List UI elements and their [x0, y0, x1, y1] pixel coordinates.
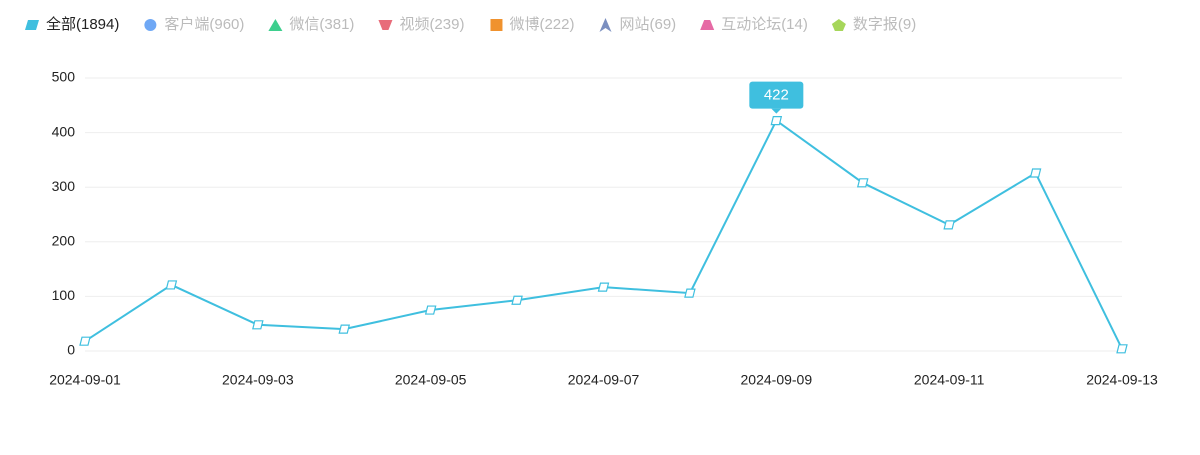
- point[interactable]: [597, 282, 610, 292]
- point[interactable]: [943, 220, 955, 230]
- point[interactable]: [770, 115, 783, 126]
- legend-label[interactable]: 全部(1894): [46, 15, 119, 33]
- point[interactable]: [338, 324, 351, 334]
- point[interactable]: [1116, 344, 1128, 354]
- legend-label[interactable]: 数字报(9): [853, 16, 916, 33]
- point[interactable]: [79, 336, 91, 346]
- legend-marker: [268, 19, 283, 31]
- y-tick-label: 400: [52, 123, 76, 139]
- legend-marker: [490, 19, 503, 31]
- legend-marker: [831, 19, 846, 31]
- x-tick-label: 2024-09-05: [395, 372, 467, 388]
- y-tick-label: 200: [52, 233, 76, 249]
- legend-label[interactable]: 客户端(960): [164, 16, 244, 33]
- line: [84, 119, 1123, 350]
- x-tick-label: 2024-09-03: [222, 372, 294, 388]
- legend-marker: [25, 20, 39, 30]
- point[interactable]: [856, 178, 869, 188]
- point[interactable]: [511, 295, 523, 305]
- legend-marker: [599, 18, 612, 32]
- x-tick-label: 2024-09-01: [49, 372, 121, 388]
- point[interactable]: [165, 280, 178, 290]
- point[interactable]: [684, 288, 696, 298]
- legend-marker: [144, 19, 157, 31]
- x-tick-label: 2024-09-11: [914, 372, 985, 388]
- x-tick-label: 2024-09-07: [568, 372, 640, 388]
- tooltip-box: [749, 81, 804, 109]
- legend-marker: [378, 20, 393, 30]
- legend-label[interactable]: 视频(239): [399, 16, 464, 33]
- y-tick-label: 0: [67, 342, 75, 358]
- point[interactable]: [1029, 168, 1042, 178]
- tooltip-label: 422: [764, 87, 789, 104]
- legend-label[interactable]: 微信(381): [289, 16, 354, 33]
- y-tick-label: 300: [52, 178, 76, 194]
- legend-label[interactable]: 网站(69): [620, 16, 677, 33]
- y-tick-label: 100: [52, 287, 76, 303]
- legend-marker: [700, 20, 715, 30]
- point[interactable]: [252, 320, 264, 330]
- point[interactable]: [424, 305, 437, 315]
- legend-label[interactable]: 微博(222): [509, 16, 574, 33]
- tooltip-pointer: [771, 108, 782, 114]
- x-tick-label: 2024-09-09: [741, 372, 813, 388]
- legend-label[interactable]: 互动论坛(14): [721, 16, 808, 33]
- x-tick-label: 2024-09-13: [1086, 372, 1158, 388]
- y-tick-label: 500: [52, 69, 76, 85]
